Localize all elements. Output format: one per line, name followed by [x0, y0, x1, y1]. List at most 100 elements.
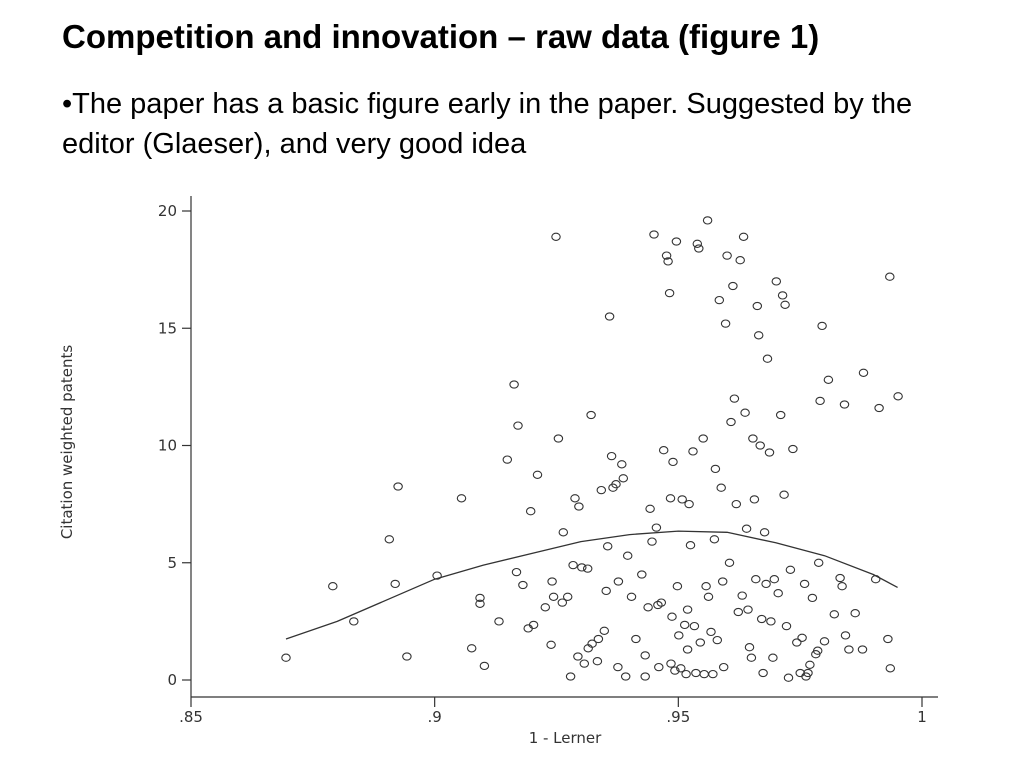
data-point [666, 659, 676, 668]
data-point [592, 657, 603, 666]
data-point [716, 483, 726, 492]
data-point [626, 592, 637, 601]
data-point [647, 537, 657, 546]
data-point [840, 631, 851, 640]
data-point [706, 627, 716, 637]
data-point [328, 582, 338, 591]
data-point [695, 638, 706, 647]
data-point [756, 614, 767, 624]
data-point [691, 668, 701, 678]
data-point [546, 640, 556, 649]
data-point [817, 321, 827, 331]
data-point [797, 633, 807, 642]
data-point [708, 669, 718, 679]
data-point [857, 645, 868, 654]
data-point [557, 598, 568, 607]
data-point [656, 598, 667, 607]
data-point [688, 447, 698, 456]
data-point [525, 507, 536, 516]
data-point [812, 646, 823, 655]
data-point [674, 631, 684, 640]
data-point [494, 617, 504, 626]
data-point [726, 417, 736, 427]
data-point [631, 634, 641, 644]
data-point [749, 495, 760, 504]
data-point [532, 470, 543, 479]
data-point [577, 563, 587, 572]
x-tick-label: .85 [179, 708, 203, 726]
y-tick-label: 20 [158, 202, 177, 220]
y-tick-label: 0 [167, 671, 177, 689]
data-point [390, 579, 400, 589]
data-point [858, 368, 869, 377]
data-point [349, 617, 359, 626]
data-point [703, 592, 714, 601]
data-point [885, 664, 896, 673]
data-point [744, 643, 755, 652]
data-point [819, 637, 830, 646]
data-point [685, 541, 696, 550]
data-point [682, 605, 693, 614]
data-point [548, 592, 559, 601]
data-point [665, 494, 676, 503]
data-point [587, 639, 597, 648]
data-point [753, 331, 764, 340]
data-point [751, 575, 761, 584]
data-point [759, 528, 770, 537]
data-point [795, 668, 805, 678]
data-point [710, 464, 721, 474]
data-point [570, 494, 580, 503]
chart-points [281, 216, 903, 682]
data-point [562, 592, 573, 601]
chart-axes [190, 196, 938, 698]
data-point [599, 626, 610, 635]
data-point [622, 551, 633, 560]
data-point [761, 579, 771, 589]
data-point [752, 301, 763, 311]
data-point [579, 659, 590, 668]
data-point [565, 672, 576, 681]
data-point [735, 256, 745, 265]
data-point [667, 612, 677, 621]
data-point [844, 645, 854, 654]
data-point [885, 272, 895, 281]
data-point [766, 617, 776, 626]
data-point [823, 375, 834, 384]
data-point [475, 599, 485, 608]
data-point [777, 291, 788, 300]
data-point [718, 662, 729, 672]
data-point [733, 607, 744, 617]
data-point [717, 577, 728, 586]
data-point [540, 603, 551, 612]
data-point [769, 575, 780, 584]
data-point [384, 535, 395, 544]
data-point [645, 504, 655, 513]
data-point [547, 577, 557, 586]
data-point [755, 441, 765, 450]
data-point [748, 434, 758, 443]
data-point [528, 620, 539, 630]
data-point [681, 669, 691, 679]
data-point [729, 394, 740, 403]
data-point [643, 603, 653, 612]
data-point [775, 410, 786, 420]
data-point [720, 319, 731, 328]
data-point [456, 494, 467, 503]
data-point [658, 446, 669, 455]
x-tick-label: 1 [917, 708, 927, 726]
data-point [785, 565, 796, 574]
data-point [604, 312, 615, 321]
data-point [602, 542, 613, 551]
data-point [611, 480, 621, 489]
data-point [893, 392, 903, 401]
data-point [768, 653, 778, 662]
data-point [617, 460, 627, 469]
data-point [586, 410, 596, 420]
data-point [640, 651, 650, 660]
data-point [663, 257, 673, 266]
data-point [682, 645, 693, 654]
data-point [714, 295, 725, 305]
data-point [637, 570, 647, 579]
data-point [781, 621, 792, 631]
data-point [684, 499, 694, 509]
